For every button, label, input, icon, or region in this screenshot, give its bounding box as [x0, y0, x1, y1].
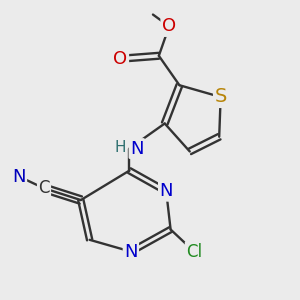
Text: C: C [38, 179, 50, 197]
Text: Cl: Cl [186, 243, 202, 261]
Text: O: O [113, 50, 128, 68]
Text: S: S [214, 88, 227, 106]
Text: N: N [130, 140, 143, 158]
Text: N: N [159, 182, 173, 200]
Text: N: N [12, 167, 26, 185]
Text: O: O [162, 17, 176, 35]
Text: H: H [114, 140, 126, 154]
Text: N: N [124, 243, 138, 261]
Text: O: O [162, 17, 176, 35]
Text: O: O [113, 50, 128, 68]
